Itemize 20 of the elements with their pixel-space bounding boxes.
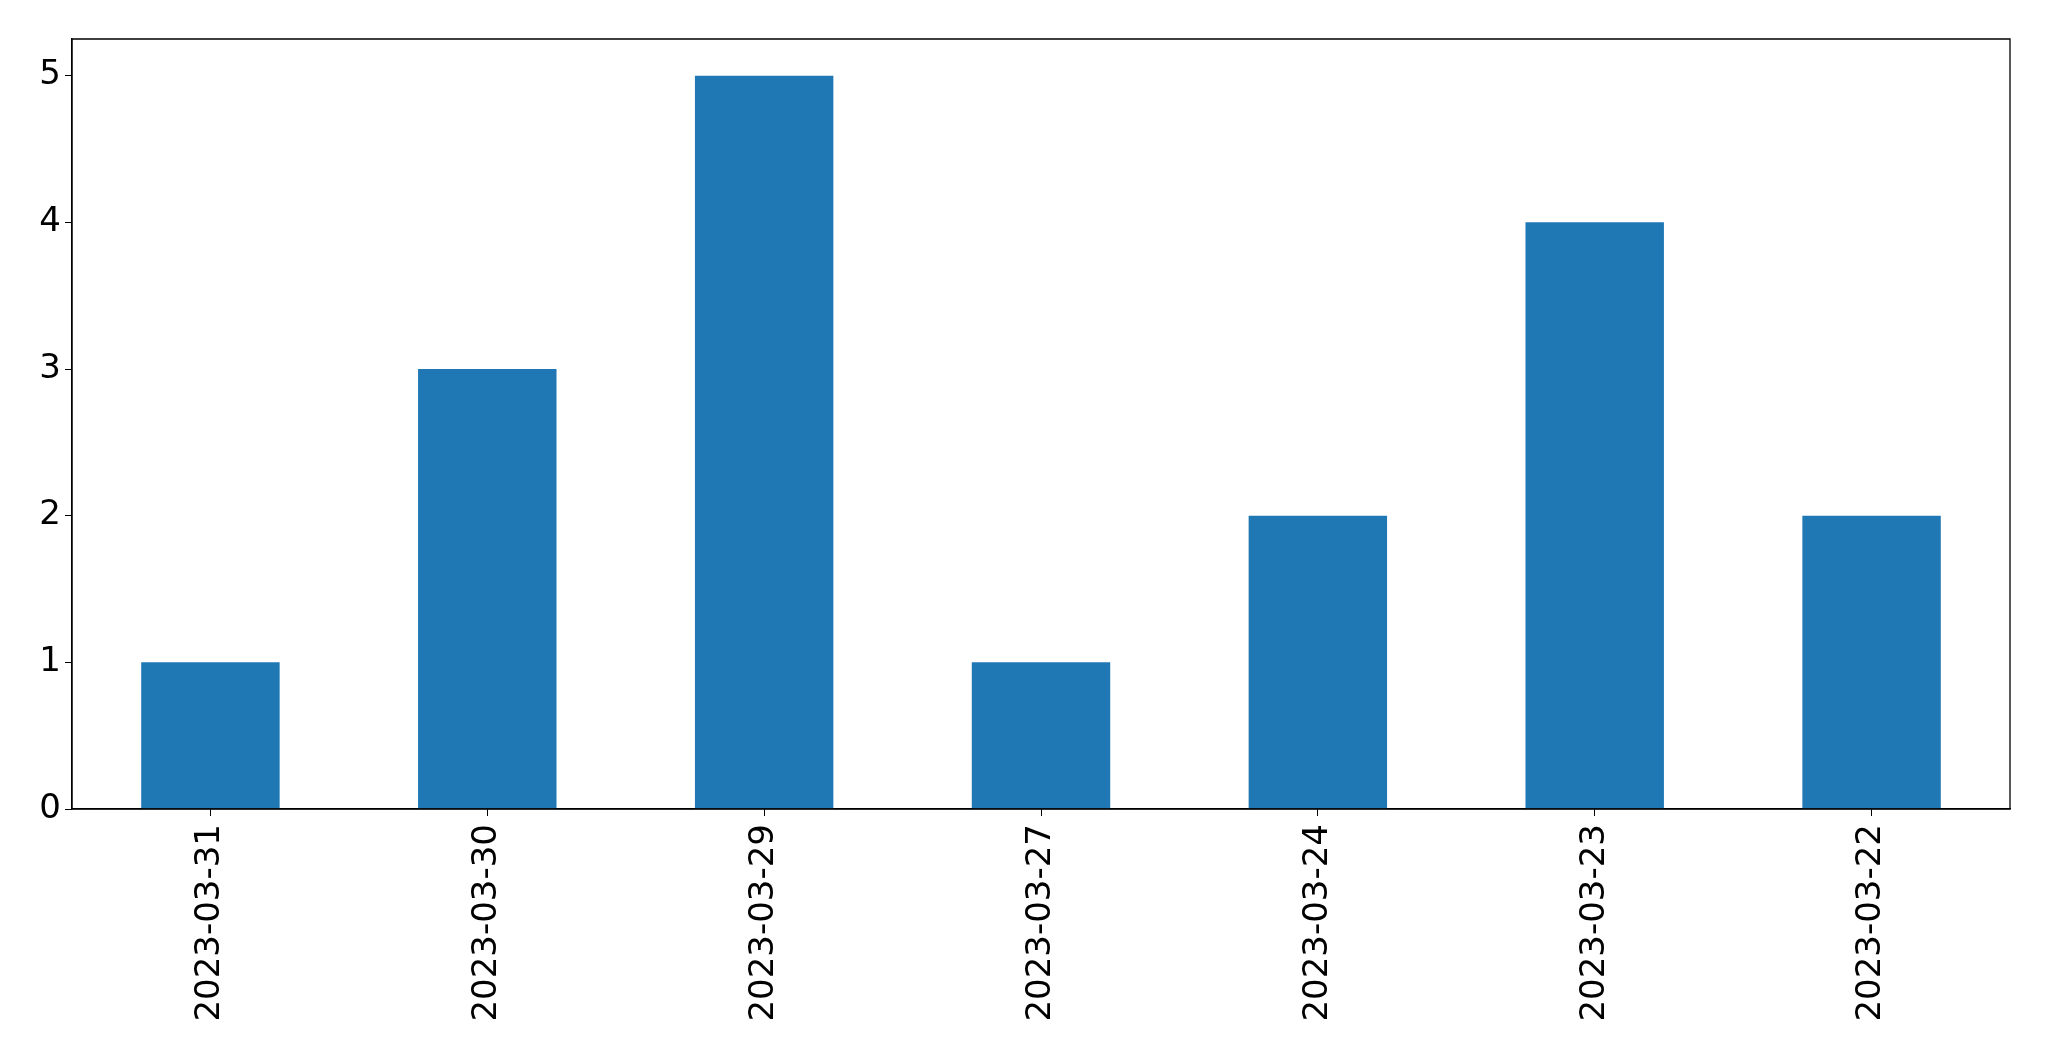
y-tick-label: 2 xyxy=(39,492,61,533)
y-tick-label: 0 xyxy=(39,785,61,826)
y-tick-label: 3 xyxy=(39,345,61,386)
x-tick-label: 2023-03-27 xyxy=(1017,824,1058,1022)
bar xyxy=(1802,515,1941,809)
y-tick-label: 5 xyxy=(39,52,61,93)
bar xyxy=(141,662,280,809)
bar xyxy=(418,369,557,809)
bar xyxy=(694,75,834,809)
x-tick-label: 2023-03-29 xyxy=(740,824,781,1022)
x-tick-label: 2023-03-24 xyxy=(1294,824,1335,1022)
bar xyxy=(1248,515,1388,809)
bar xyxy=(1525,222,1664,809)
x-tick-label: 2023-03-30 xyxy=(464,824,505,1022)
x-tick-label: 2023-03-23 xyxy=(1571,824,1612,1022)
x-tick-label: 2023-03-31 xyxy=(187,824,228,1022)
y-tick-label: 4 xyxy=(39,199,61,240)
bar xyxy=(971,662,1111,809)
y-tick-label: 1 xyxy=(39,639,61,680)
x-tick-label: 2023-03-22 xyxy=(1848,824,1889,1022)
